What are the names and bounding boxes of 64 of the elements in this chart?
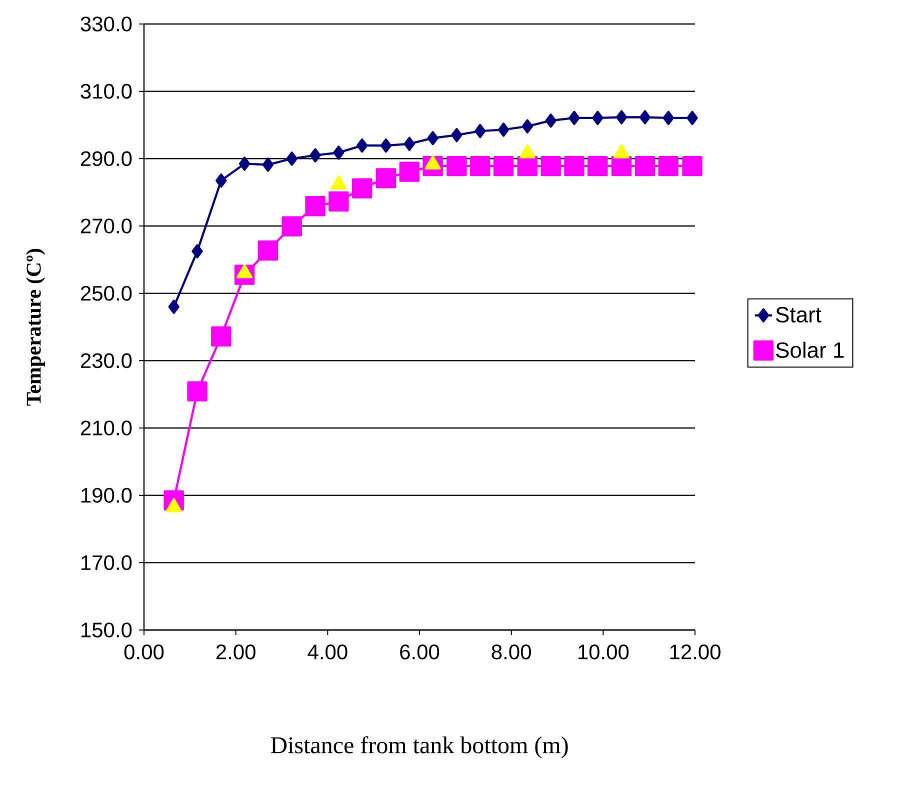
point [328,191,349,212]
point [282,216,302,236]
point [305,196,326,216]
y-tick-label: 190.0 [82,488,132,503]
legend-label: Start [776,306,822,322]
point [238,156,250,171]
x-tick-label: 8.00 [492,644,531,660]
point [611,156,632,176]
point [540,156,561,176]
point [474,124,486,138]
point [682,156,702,176]
x-tick-label: 4.00 [308,644,348,660]
y-axis-title: Temperature (Cº) [26,248,46,406]
point [498,122,510,137]
point [639,110,651,124]
x-tick-label: 10.00 [578,644,629,660]
point [662,110,674,126]
point [216,173,227,188]
point [470,156,490,176]
point [568,110,580,126]
y-tick-label: 310.0 [80,84,132,99]
x-tick-label: 6.00 [400,644,440,660]
y-tick-label: 150.0 [82,622,132,638]
point [493,156,514,176]
point [333,146,344,160]
y-tick-label: 210.0 [80,420,132,436]
point [352,178,372,198]
y-tick-label: 170.0 [82,555,132,570]
point [592,110,604,126]
point [545,114,556,128]
point [376,168,396,188]
point [616,110,628,124]
point [380,138,392,153]
point [192,244,203,258]
point [168,300,180,314]
y-tick-label: 230.0 [80,353,132,368]
point [211,326,232,347]
point [356,138,368,153]
point [564,156,584,176]
x-tick-label: 12.00 [670,644,720,660]
point [404,136,415,151]
point [517,156,538,176]
point [686,110,698,126]
point [634,156,656,176]
y-tick-label: 270.0 [80,218,132,234]
point [187,381,208,402]
legend-label: Solar 1 [776,342,844,358]
x-tick-label: 0.00 [124,644,164,660]
y-tick-label: 250.0 [80,286,132,301]
point [522,119,533,134]
point [262,158,274,172]
x-axis-title: Distance from tank bottom (m) [270,736,568,758]
y-tick-label: 330.0 [80,16,132,32]
x-tick-label: 2.00 [216,644,256,660]
point [451,128,462,142]
y-tick-label: 290.0 [80,151,132,166]
point [658,156,678,176]
point [310,148,321,162]
point [446,156,467,176]
point [427,131,438,146]
point [258,240,278,261]
point [286,152,298,166]
point [399,162,420,182]
point [588,156,608,176]
